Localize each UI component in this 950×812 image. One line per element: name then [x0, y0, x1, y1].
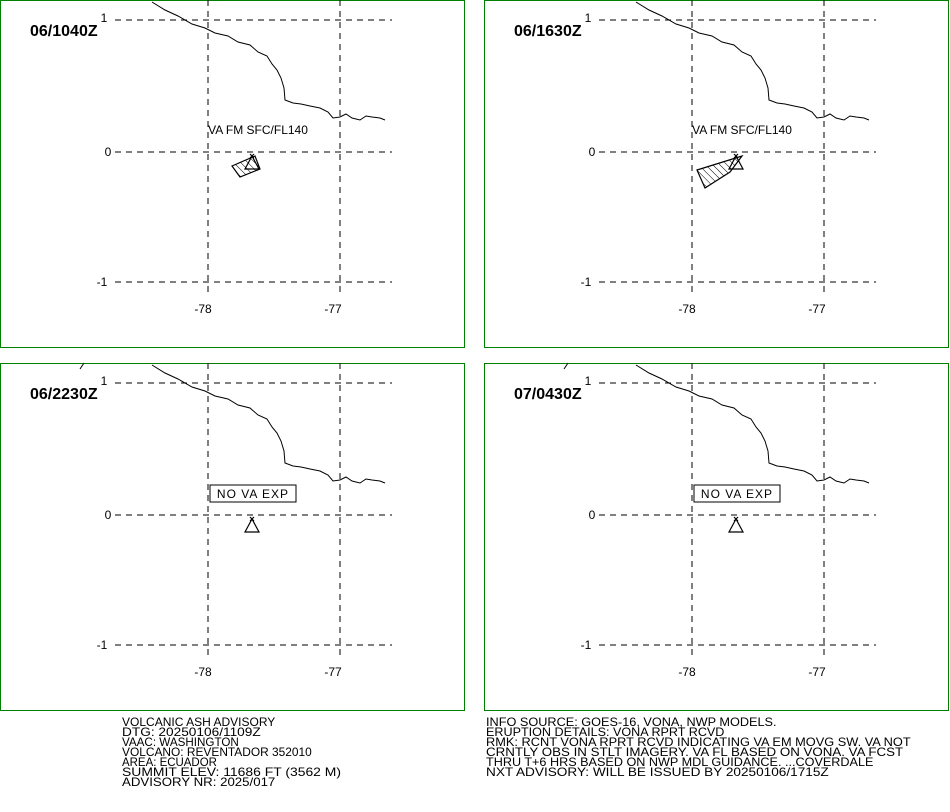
latitude-label: -1: [581, 638, 592, 652]
coastline: [635, 1, 870, 121]
longitude-label: -78: [194, 302, 212, 316]
map-panel: 1 0 -1 -78 -77 06/1630Z VA FM SFC/FL140: [484, 0, 949, 348]
advisory-line: THRU T+6 HRS BASED ON NWP MDL GUIDANCE. …: [486, 755, 873, 769]
latitude-label: -1: [97, 638, 108, 652]
advisory-line: DTG: 20250106/1109Z: [122, 725, 261, 739]
coastline: [635, 364, 870, 484]
longitude-label: -77: [808, 665, 826, 679]
map-panel: 1 0 -1 -78 -77 06/1040Z VA FM SFC/FL140: [0, 0, 465, 348]
valid-time: 06/2230Z: [30, 386, 98, 403]
advisory-line: SUMMIT ELEV: 11686 FT (3562 M): [122, 765, 341, 779]
panel-border: [484, 0, 949, 348]
advisory-line: AREA: ECUADOR: [122, 755, 217, 769]
volcano-symbol: [243, 153, 261, 170]
ash-label: VA FM SFC/FL140: [208, 123, 308, 137]
latitude-label: 0: [589, 508, 596, 522]
latitude-label: 0: [589, 145, 596, 159]
latitude-label: -1: [97, 275, 108, 289]
latitude-label: 0: [105, 508, 112, 522]
ash-label: VA FM SFC/FL140: [692, 123, 792, 137]
advisory-line: VAAC: WASHINGTON: [122, 735, 239, 749]
longitude-label: -78: [678, 302, 696, 316]
panel-border: [484, 363, 949, 711]
latitude-label: 0: [105, 145, 112, 159]
advisory-line: ERUPTION DETAILS: VONA RPRT RCVD: [486, 725, 725, 739]
longitude-label: -78: [194, 665, 212, 679]
volcano-symbol: [243, 516, 261, 533]
coastline: [151, 364, 386, 484]
advisory-line: INFO SOURCE: GOES-16, VONA, NWP MODELS.: [486, 715, 777, 729]
longitude-label: -77: [324, 302, 342, 316]
advisory-line: RMK: RCNT VONA RPRT RCVD INDICATING VA E…: [486, 735, 911, 749]
coastline: [151, 1, 386, 121]
valid-time: 06/1630Z: [514, 23, 582, 40]
valid-time: 07/0430Z: [514, 386, 582, 403]
label-box: [209, 484, 297, 503]
panel-border: [0, 0, 465, 348]
map-panel: 1 0 -1 -78 -77 06/2230Z NO VA EXP: [0, 362, 465, 711]
latitude-label: 1: [101, 11, 108, 25]
volcano-symbol: [727, 516, 745, 533]
advisory-line: VOLCANIC ASH ADVISORY: [122, 715, 275, 729]
ash-cloud: [696, 154, 744, 189]
panel-border: [0, 363, 465, 711]
valid-time: 06/1040Z: [30, 23, 98, 40]
no-ash-label: NO VA EXP: [701, 487, 773, 501]
no-ash-label: NO VA EXP: [217, 487, 289, 501]
latitude-label: 1: [585, 374, 592, 388]
coastline: [79, 362, 85, 370]
longitude-label: -78: [678, 665, 696, 679]
map-panel: 1 0 -1 -78 -77 07/0430Z NO VA EXP: [484, 362, 949, 711]
advisory-line: CRNTLY OBS IN STLT IMAGERY. VA FL BASED …: [486, 745, 904, 759]
coastline: [563, 362, 569, 370]
advisory-line: NXT ADVISORY: WILL BE ISSUED BY 20250106…: [486, 765, 829, 779]
label-box: [693, 484, 781, 503]
latitude-label: -1: [581, 275, 592, 289]
longitude-label: -77: [324, 665, 342, 679]
volcano-symbol: [727, 153, 745, 170]
longitude-label: -77: [808, 302, 826, 316]
advisory-line: ADVISORY NR: 2025/017: [122, 775, 276, 789]
latitude-label: 1: [585, 11, 592, 25]
latitude-label: 1: [101, 374, 108, 388]
advisory-line: VOLCANO: REVENTADOR 352010: [122, 745, 312, 759]
